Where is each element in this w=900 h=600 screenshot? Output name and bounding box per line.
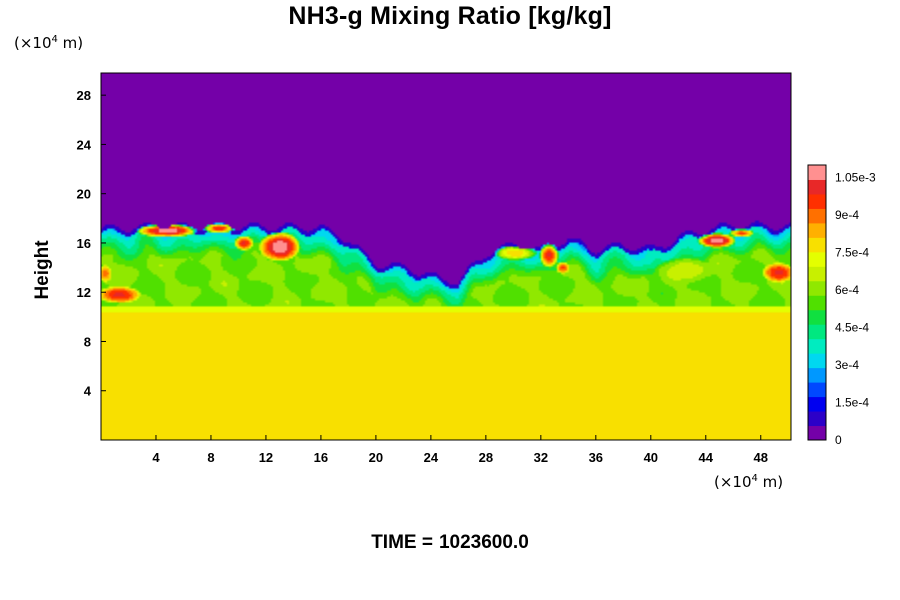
x-tick-label: 12: [259, 450, 273, 465]
colorbar-frame: [807, 164, 827, 441]
heatmap-field: [101, 73, 791, 440]
colorbar-segment: [808, 411, 826, 427]
x-tick-label: 20: [369, 450, 383, 465]
x-axis-unit: (×104 m): [714, 473, 784, 491]
colorbar-segment: [808, 251, 826, 267]
x-tick-label: 24: [424, 450, 439, 465]
x-tick-label: 36: [589, 450, 603, 465]
colorbar-label: 0: [835, 433, 842, 447]
x-tick-label: 32: [534, 450, 548, 465]
colorbar-segment: [808, 222, 826, 238]
heatmap-image: [101, 73, 791, 440]
x-tick-label: 40: [644, 450, 658, 465]
y-tick-label: 12: [77, 285, 91, 300]
colorbar-segment: [808, 165, 826, 180]
colorbar-segment: [808, 396, 826, 412]
x-axis-ticks: 4 8 12 16 20 24 28 32 36 40 44 48: [152, 435, 768, 465]
colorbar-segment: [808, 425, 826, 441]
colorbar-segment: [808, 280, 826, 296]
colorbar-label: 7.5e-4: [835, 246, 869, 260]
x-tick-label: 8: [207, 450, 214, 465]
colorbar: 0 1.5e-4 3e-4 4.5e-4 6e-4 7.5e-4 9e-4 1.05e-3: [807, 164, 876, 447]
colorbar-segment: [808, 367, 826, 383]
colorbar-segment: [808, 324, 826, 340]
colorbar-segment: [808, 193, 826, 209]
x-tick-label: 16: [314, 450, 328, 465]
colorbar-label: 6e-4: [835, 283, 859, 297]
colorbar-segment: [808, 309, 826, 325]
y-tick-label: 8: [84, 334, 91, 349]
colorbar-label: 9e-4: [835, 208, 859, 222]
colorbar-label: 4.5e-4: [835, 321, 869, 335]
x-tick-label: 48: [754, 450, 768, 465]
y-tick-label: 28: [77, 88, 91, 103]
colorbar-segment: [808, 338, 826, 354]
x-tick-label: 28: [479, 450, 493, 465]
y-tick-label: 16: [77, 236, 91, 251]
y-tick-label: 24: [77, 137, 92, 152]
colorbar-segment: [808, 179, 826, 195]
colorbar-label: 1.5e-4: [835, 396, 869, 410]
colorbar-segment: [808, 295, 826, 311]
y-axis-unit: (×104 m): [14, 34, 84, 52]
time-readout: TIME = 1023600.0: [0, 532, 900, 554]
y-tick-label: 4: [84, 384, 92, 399]
y-axis-ticks: 4 8 12 16 20 24 28: [77, 88, 106, 399]
colorbar-segment: [808, 382, 826, 398]
x-tick-label: 44: [699, 450, 714, 465]
colorbar-label: 1.05e-3: [835, 171, 876, 185]
y-tick-label: 20: [77, 187, 91, 202]
plot-frame: [100, 72, 792, 441]
time-label: TIME =: [371, 532, 433, 553]
time-value: 1023600.0: [438, 532, 529, 553]
colorbar-label: 3e-4: [835, 358, 859, 372]
colorbar-segment: [808, 237, 826, 253]
colorbar-segment: [808, 208, 826, 224]
x-tick-label: 4: [152, 450, 160, 465]
chart-title: NH3-g Mixing Ratio [kg/kg]: [288, 2, 612, 30]
colorbar-segment: [808, 266, 826, 282]
colorbar-segment: [808, 353, 826, 369]
